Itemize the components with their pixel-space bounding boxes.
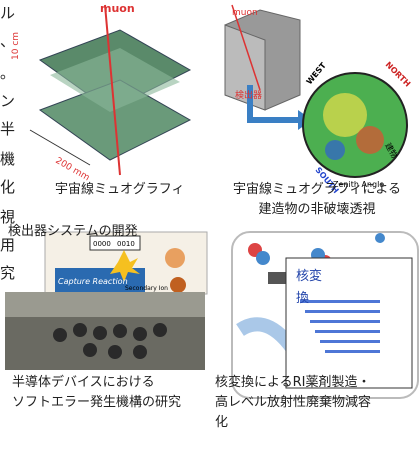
caption: ソフトエラー発生機構の研究: [12, 395, 182, 410]
label: 検出器: [235, 89, 262, 101]
muography-figure: muon 10 cm 200 mm: [11, 2, 192, 183]
building-figure: muon 検出器 WEST NORTH SOUTH 建物 Zenith Angl…: [224, 4, 412, 195]
text-fragment: 化: [0, 178, 16, 196]
caption: 核変換によるRI薬剤製造・: [215, 375, 371, 390]
text-fragment: 半: [0, 120, 16, 138]
group-photo: [5, 292, 205, 370]
label: muon: [232, 8, 258, 18]
label: 核変: [296, 268, 322, 284]
text-fragment: 用: [0, 236, 16, 254]
text-fragment: 。: [0, 64, 16, 82]
text-fragment: 機: [0, 150, 16, 168]
label: 0000: [93, 240, 111, 248]
label: muon: [100, 2, 135, 15]
caption: 宇宙線ミュオグラフィ: [55, 182, 185, 197]
caption: 半導体デバイスにおける: [12, 375, 155, 390]
label: Zenith Angle: [333, 180, 384, 189]
caption: 建造物の非破壊透視: [258, 202, 376, 217]
label: 0010: [117, 240, 135, 248]
label: Capture Reaction: [58, 277, 128, 286]
soft-error-figure: 0000 0010 Capture Reaction Secondary Ion: [44, 231, 208, 295]
caption: 高レベル放射性廃棄物減容: [215, 395, 372, 410]
text-fragment: 視: [0, 208, 16, 226]
caption: 化: [215, 415, 229, 430]
text-fragment: ン: [0, 92, 16, 110]
text-fragment: 、: [0, 32, 16, 50]
label: Secondary Ion: [125, 285, 168, 292]
label: 10 cm: [11, 32, 21, 60]
text-fragment: ル: [0, 4, 16, 22]
text-fragment: 究: [0, 264, 16, 282]
caption: 検出器システムの開発: [8, 224, 138, 239]
label: 換: [296, 291, 309, 306]
transmutation-figure: 核変 換: [231, 231, 419, 399]
caption: 宇宙線ミュオグラフィによる: [232, 182, 402, 197]
